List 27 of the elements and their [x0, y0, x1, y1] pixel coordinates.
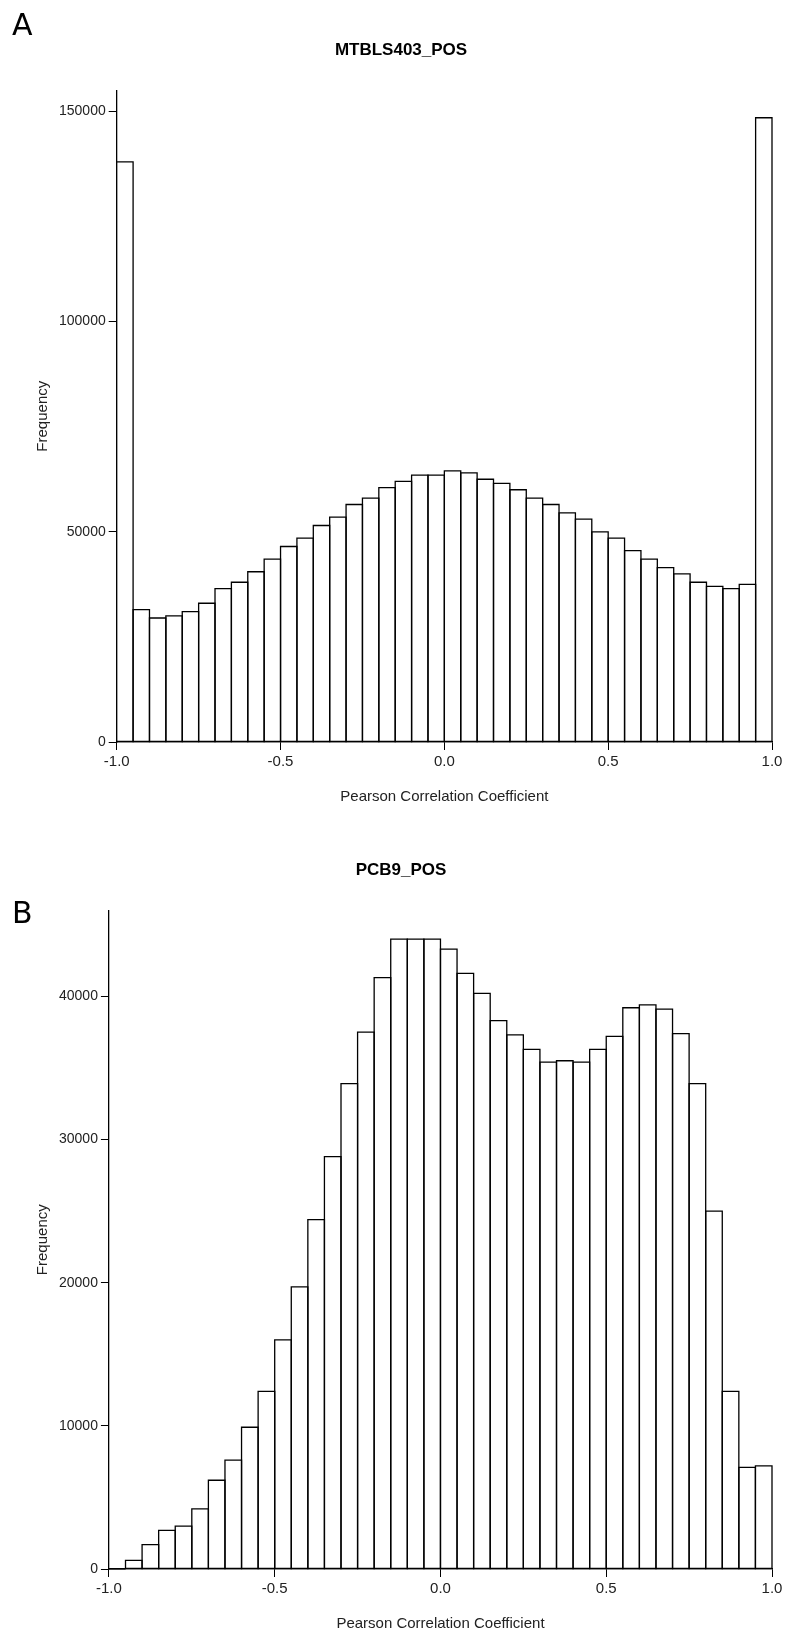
y-axis-title: Frequency [33, 380, 51, 452]
text: A [12, 6, 33, 42]
y-tick-label: 30000 [58, 1130, 99, 1147]
y-tick-label: 20000 [58, 1273, 99, 1290]
x-tick-label: -1.0 [96, 1579, 122, 1597]
chart-title: PCB9_POS [355, 859, 447, 879]
y-tick-label: 10000 [58, 1416, 99, 1433]
x-tick-label: 0.0 [430, 1579, 451, 1597]
x-tick-label: 0.5 [595, 1579, 617, 1597]
x-axis-title: Pearson Correlation Coefficient [336, 1614, 546, 1632]
x-axis-title: Pearson Correlation Coefficient [340, 787, 550, 805]
y-tick-label: 150000 [59, 102, 106, 119]
y-tick-label: 0 [97, 732, 106, 749]
x-tick-label: -0.5 [261, 1579, 288, 1597]
y-axis-title: Frequency [33, 1203, 51, 1276]
x-tick-label: -0.5 [267, 752, 294, 770]
y-tick-label: 0 [90, 1559, 99, 1576]
text: B [12, 895, 33, 931]
y-tick-label: 50000 [66, 522, 106, 539]
y-tick-label: 40000 [58, 987, 99, 1004]
x-tick-label: -1.0 [103, 752, 130, 770]
x-tick-label: 0.0 [433, 752, 455, 770]
chart-title: MTBLS403_POS [334, 39, 468, 59]
y-tick-label: 100000 [59, 312, 106, 329]
x-tick-label: 1.0 [761, 1579, 783, 1597]
x-tick-label: 0.5 [597, 752, 619, 770]
x-tick-label: 1.0 [761, 752, 783, 770]
